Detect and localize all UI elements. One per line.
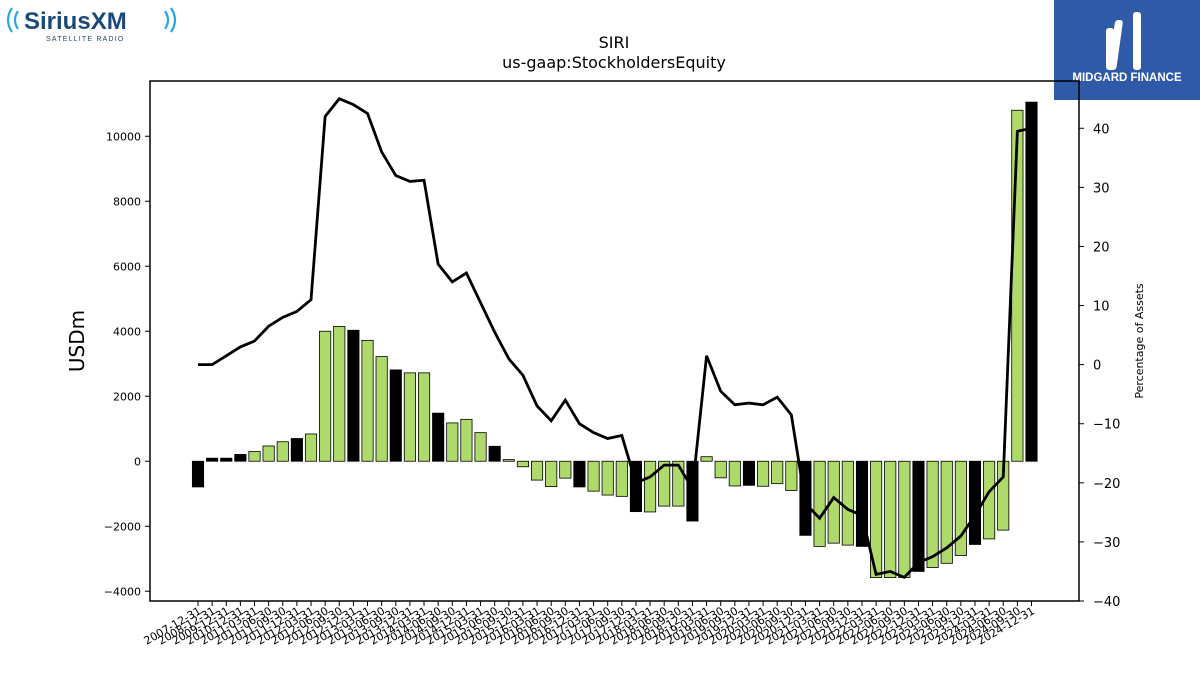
bar-2015-09-30 (502, 459, 515, 462)
bar-2013-03-31 (361, 339, 374, 462)
bar-2007-12-31 (191, 460, 205, 488)
bar-2023-12-31 (968, 460, 982, 545)
y-axis-right-label: Percentage of Assets (1133, 283, 1146, 399)
bar-2023-03-31 (926, 460, 939, 568)
y-tick-label: 4000 (113, 325, 141, 338)
y-right-tick-label: 20 (1093, 240, 1110, 255)
bar-2013-09-30 (389, 369, 402, 462)
y-right-tick-label: 10 (1093, 300, 1110, 315)
bar-2022-12-31 (912, 460, 925, 572)
y-right-tick-label: −20 (1093, 477, 1120, 492)
bar-2021-09-30 (841, 460, 854, 546)
radio-waves-left-icon (6, 7, 19, 33)
y-right-tick-label: −10 (1093, 418, 1120, 433)
bar-2020-03-31 (757, 460, 770, 487)
y-tick-label: 0 (134, 455, 141, 468)
bar-2021-03-31 (813, 460, 826, 547)
x-axis: 2007-12-312008-12-312009-12-312010-12-31… (142, 601, 1037, 648)
bar-2015-06-30 (488, 445, 501, 462)
plot-frame (149, 80, 1080, 602)
radio-waves-right-icon (164, 7, 177, 33)
y-right-tick-label: −30 (1093, 536, 1120, 551)
chart-subtitle: us-gaap:StockholdersEquity (502, 53, 726, 72)
bar-2015-03-31 (474, 432, 487, 462)
bar-2017-06-30 (601, 460, 614, 496)
y-axis-label: USDm (65, 310, 89, 372)
y-tick-label: −2000 (104, 520, 141, 533)
bar-2019-03-31 (700, 456, 713, 462)
y-tick-label: 2000 (113, 390, 141, 403)
bar-2022-03-31 (870, 460, 883, 578)
bar-2011-06-30 (262, 445, 275, 462)
bar-2017-03-31 (587, 460, 600, 492)
chart-title: SIRI (599, 33, 630, 52)
bar-2017-09-30 (615, 460, 628, 497)
bar-series (191, 101, 1038, 578)
bar-2011-12-31 (290, 438, 303, 462)
y-tick-label: 8000 (113, 195, 141, 208)
bar-2019-12-31 (742, 460, 756, 486)
y-right-tick-label: 30 (1093, 181, 1110, 196)
bar-2023-06-30 (940, 460, 953, 564)
bar-2020-09-30 (785, 460, 798, 491)
y-axis-left: −4000 −2000 0 2000 4000 6000 8000 10000 (104, 130, 150, 598)
bar-2020-06-30 (771, 460, 784, 485)
bar-2021-12-31 (855, 460, 869, 547)
bar-2011-09-30 (276, 441, 289, 462)
bar-2010-12-31 (234, 454, 247, 462)
bar-2016-03-31 (531, 460, 544, 481)
y-tick-label: 10000 (106, 130, 141, 143)
y-axis-right: −40 −30 −20 −10 0 10 20 30 40 (1079, 122, 1120, 610)
y-right-tick-label: 0 (1093, 359, 1101, 374)
bar-2016-06-30 (545, 460, 558, 488)
bar-2014-03-31 (417, 372, 431, 462)
bar-2019-06-30 (714, 460, 727, 479)
bar-2024-12-31 (1025, 101, 1038, 462)
bar-2017-12-31 (629, 460, 642, 513)
bar-2012-06-30 (319, 330, 332, 462)
bar-2014-12-31 (460, 418, 473, 462)
bar-2019-09-30 (728, 460, 741, 487)
bar-2012-03-31 (304, 433, 318, 462)
bar-2014-06-30 (432, 412, 445, 462)
bar-2012-12-31 (347, 329, 360, 462)
bar-2015-12-31 (516, 460, 529, 468)
bar-2009-12-31 (220, 457, 233, 462)
bar-2016-09-30 (559, 460, 572, 479)
bar-2011-03-31 (248, 451, 261, 462)
bar-2016-12-31 (573, 460, 586, 488)
bar-2013-12-31 (403, 372, 416, 462)
y-right-tick-label: −40 (1093, 595, 1120, 610)
y-right-tick-label: 40 (1093, 122, 1110, 137)
bar-2014-09-30 (446, 422, 459, 462)
siriusxm-logo-tagline: SATELLITE RADIO (46, 36, 125, 43)
bar-2018-03-31 (644, 460, 657, 513)
bar-2018-09-30 (672, 460, 685, 507)
bar-2022-09-30 (898, 460, 911, 578)
bar-2013-06-30 (375, 356, 388, 462)
y-tick-label: −4000 (104, 585, 141, 598)
bar-2018-06-30 (658, 460, 671, 507)
bar-2008-12-31 (206, 457, 219, 462)
siriusxm-logo-text: SiriusXM (24, 8, 127, 35)
bar-2023-09-30 (954, 460, 967, 556)
midgard-emblem-icon (1106, 12, 1141, 70)
percentage-of-assets-line (198, 97, 1032, 580)
bar-2012-09-30 (333, 325, 346, 462)
bar-2022-06-30 (884, 460, 897, 578)
midgard-logo-text: MIDGARD FINANCE (1072, 72, 1182, 84)
y-tick-label: 6000 (113, 260, 141, 273)
siriusxm-logo: SiriusXM SATELLITE RADIO (6, 7, 177, 43)
